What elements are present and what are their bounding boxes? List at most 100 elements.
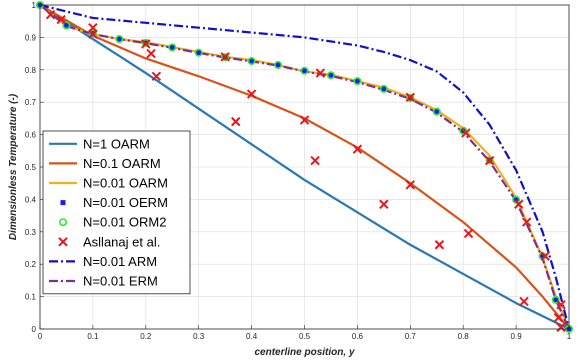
x-tick-label: 0.6	[352, 332, 364, 341]
legend-marker	[58, 237, 68, 247]
data-point-n-0-01-oerm	[302, 68, 307, 74]
series-line-n-0-01-arm	[39, 3, 571, 330]
data-point-n-0-01-oerm	[354, 78, 360, 84]
ticks: 0 0.1 0.2 0.3 0.4 0.5 0.6 0.7 0.8 0.9 1 0 0.1 0.2 0.3 0…	[25, 1, 572, 341]
x-tick-label: 0.5	[299, 332, 311, 341]
legend-item-n-0-01-orm2: N=0.01 ORM2	[58, 215, 166, 230]
data-point-n-0-01-oerm	[196, 50, 202, 56]
data-point-asllanaj-et-al	[151, 71, 162, 81]
x-tick-label: 0	[38, 332, 43, 341]
y-tick-label: 0.8	[25, 66, 37, 75]
data-point-n-0-01-orm2	[168, 43, 177, 52]
y-tick-label: 0.9	[25, 33, 37, 42]
data-point-asllanaj-et-al	[556, 322, 566, 333]
x-tick-label: 0.2	[140, 332, 152, 341]
data-point-asllanaj-et-al	[484, 155, 495, 166]
legend-label: N=0.01 OERM	[83, 195, 168, 210]
y-axis-label: Dimensionless Temperature (-)	[8, 93, 19, 240]
data-point-asllanaj-et-al	[553, 312, 564, 323]
data-point-asllanaj-et-al	[45, 10, 56, 20]
data-point-asllanaj-et-al	[246, 89, 257, 99]
data-point-n-0-01-orm2	[300, 66, 309, 75]
data-point-n-0-01-oerm	[116, 36, 122, 42]
data-point-asllanaj-et-al	[463, 228, 474, 239]
data-point-n-0-01-orm2	[62, 21, 71, 30]
legend-label: N=0.1 OARM	[83, 156, 161, 171]
data-point-n-0-01-orm2	[406, 93, 415, 102]
data-point-n-0-01-orm2	[379, 84, 388, 93]
data-point-n-0-01-oerm	[540, 253, 546, 259]
data-point-asllanaj-et-al	[514, 199, 524, 209]
data-point-n-0-01-orm2	[247, 57, 256, 66]
series-asllanaj-et-al	[45, 10, 566, 333]
legend-box	[42, 130, 191, 295]
legend-item-asllanaj-et-al: Asllanaj et al.	[58, 234, 160, 249]
data-point-n-0-01-orm2	[88, 29, 97, 38]
legend-item-n-1-oarm: N=1 OARM	[49, 136, 150, 151]
series-line-n-0-1-oarm	[39, 4, 570, 330]
data-point-n-0-01-oerm	[328, 72, 334, 78]
x-axis-label: centerline position, y	[254, 347, 354, 358]
legend-marker	[60, 200, 66, 206]
data-point-n-0-01-oerm	[434, 109, 440, 115]
data-point-n-0-01-orm2	[432, 107, 441, 116]
y-tick-label: 0.2	[25, 260, 37, 269]
data-point-asllanaj-et-al	[434, 240, 445, 250]
legend-label: Asllanaj et al.	[83, 234, 160, 249]
data-point-asllanaj-et-al	[519, 296, 529, 307]
y-tick-label: 0.5	[25, 163, 37, 172]
series-n-0-1-oarm	[39, 4, 570, 330]
series-n-0-01-erm	[39, 4, 571, 330]
x-tick-label: 0.3	[193, 332, 205, 341]
legend-item-n-0-01-oerm: N=0.01 OERM	[60, 195, 168, 210]
data-point-n-0-01-orm2	[194, 48, 203, 57]
legend-label: N=0.01 ARM	[83, 254, 157, 269]
series-n-0-01-arm	[39, 3, 571, 330]
data-point-n-0-01-oerm	[275, 62, 281, 68]
x-tick-label: 0.1	[87, 332, 99, 341]
legend-label: N=1 OARM	[83, 136, 150, 151]
series-line-n-0-01-erm	[39, 4, 571, 330]
legend-label: N=0.01 OARM	[83, 176, 168, 191]
data-point-n-0-01-orm2	[551, 295, 560, 304]
legend-item-n-0-01-oarm: N=0.01 OARM	[49, 176, 168, 191]
x-tick-label: 0.8	[458, 332, 470, 341]
data-point-n-0-01-orm2	[485, 156, 494, 165]
data-point-asllanaj-et-al	[231, 116, 241, 127]
legend-marker	[58, 218, 67, 227]
data-point-asllanaj-et-al	[540, 251, 550, 261]
data-point-asllanaj-et-al	[88, 22, 98, 33]
y-tick-label: 0.4	[25, 195, 37, 204]
legend-item-n-0-01-arm: N=0.01 ARM	[49, 254, 157, 269]
data-point-asllanaj-et-al	[352, 144, 363, 154]
data-point-n-0-01-oerm	[513, 197, 519, 203]
data-point-n-0-01-oerm	[553, 297, 559, 303]
data-point-n-0-01-orm2	[221, 53, 230, 62]
data-point-asllanaj-et-al	[299, 115, 310, 125]
data-point-n-0-01-oerm	[249, 58, 255, 64]
legend-label: N=0.01 ERM	[83, 274, 158, 289]
data-point-asllanaj-et-al	[56, 14, 66, 25]
data-point-asllanaj-et-al	[556, 299, 566, 310]
data-point-asllanaj-et-al	[521, 217, 532, 227]
data-point-n-0-01-orm2	[115, 35, 124, 44]
data-point-n-0-01-orm2	[459, 126, 468, 135]
series-line-n-1-oarm	[39, 4, 570, 330]
legend-label: N=0.01 ORM2	[83, 215, 166, 230]
x-tick-label: 1	[567, 332, 572, 341]
data-point-asllanaj-et-al	[315, 68, 326, 78]
data-point-asllanaj-et-al	[379, 199, 389, 209]
data-point-n-0-01-orm2	[353, 77, 362, 86]
y-tick-label: 0.7	[25, 98, 37, 107]
y-tick-label: 1	[32, 1, 37, 10]
legend-item-n-0-1-oarm: N=0.1 OARM	[49, 156, 161, 171]
data-point-asllanaj-et-al	[405, 180, 416, 190]
x-tick-label: 0.4	[246, 332, 258, 341]
x-tick-label: 0.7	[405, 332, 417, 341]
data-point-asllanaj-et-al	[310, 155, 320, 166]
data-point-n-0-01-orm2	[141, 38, 150, 47]
data-point-n-0-01-oerm	[63, 22, 69, 28]
y-tick-label: 0.1	[25, 293, 37, 302]
legend-item-n-0-01-erm: N=0.01 ERM	[49, 274, 158, 289]
